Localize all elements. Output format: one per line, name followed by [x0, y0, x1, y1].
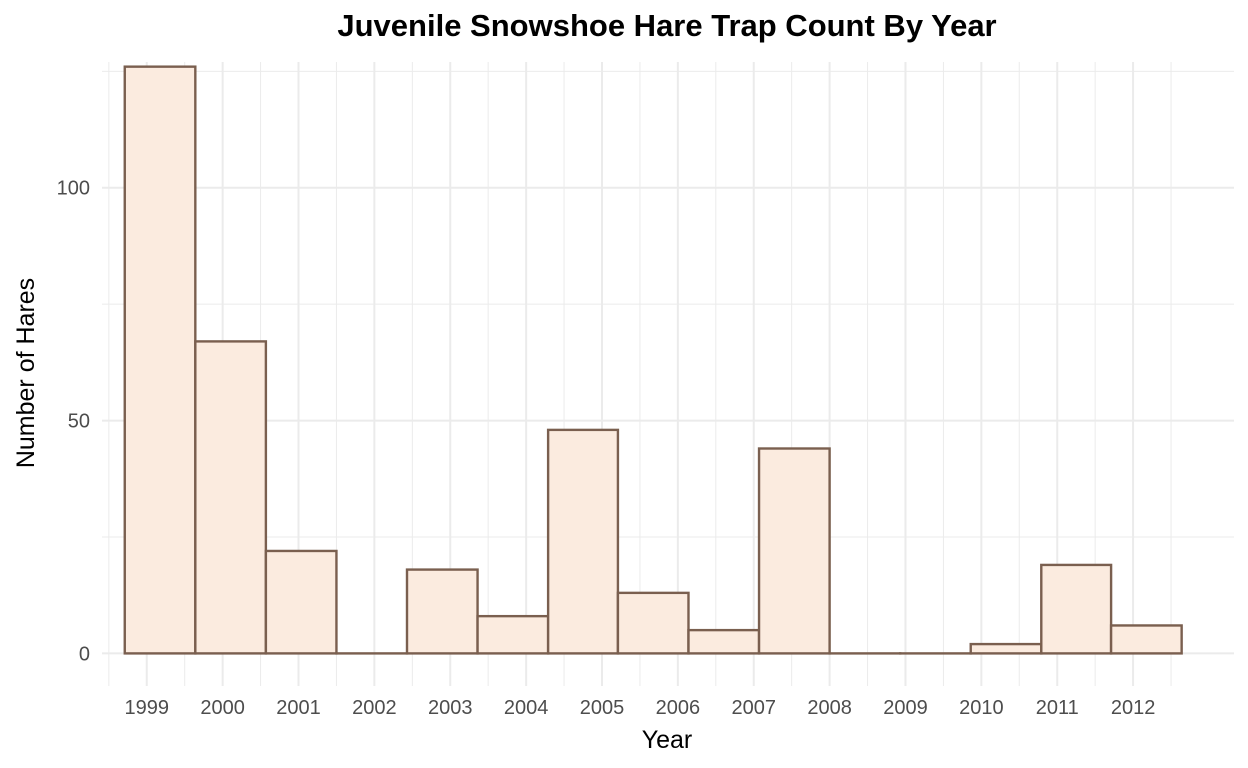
- x-tick-label: 2004: [504, 697, 549, 719]
- x-axis-tick-labels: 1999 2000 2001 2002 2003 2004 2005 2006 2007 2008…: [125, 697, 1156, 719]
- x-tick-label: 2009: [883, 697, 928, 719]
- x-tick-label: 1999: [125, 697, 170, 719]
- y-tick-label: 0: [79, 643, 90, 665]
- x-tick-label: 2003: [428, 697, 473, 719]
- histogram-bar: [264, 549, 338, 655]
- histogram-bars: [123, 65, 1183, 655]
- histogram-bar: [123, 65, 197, 655]
- y-tick-label: 100: [57, 178, 90, 200]
- y-axis-title: Number of Hares: [12, 278, 40, 468]
- histogram-bar: [1109, 624, 1183, 655]
- x-axis-title: Year: [642, 726, 693, 754]
- x-tick-label: 2002: [352, 697, 397, 719]
- histogram-bar: [969, 642, 1043, 655]
- x-tick-label: 2010: [959, 697, 1004, 719]
- x-tick-label: 2000: [200, 697, 245, 719]
- histogram-bar: [405, 568, 479, 655]
- histogram-bar: [194, 340, 268, 655]
- x-tick-label: 2008: [807, 697, 852, 719]
- histogram-bar: [757, 447, 831, 655]
- y-tick-label: 50: [68, 411, 90, 433]
- x-tick-label: 2012: [1111, 697, 1156, 719]
- x-tick-label: 2007: [731, 697, 776, 719]
- histogram-bar: [476, 614, 550, 655]
- x-tick-label: 2001: [276, 697, 321, 719]
- grid-lines: [102, 62, 1234, 686]
- x-tick-label: 2006: [656, 697, 701, 719]
- histogram-bar: [687, 628, 761, 655]
- x-tick-label: 2011: [1036, 697, 1079, 719]
- x-tick-label: 2005: [580, 697, 625, 719]
- y-axis-tick-labels: 0 50 100: [57, 178, 90, 666]
- histogram-bar: [1040, 563, 1113, 655]
- histogram-bar: [546, 428, 620, 655]
- histogram-bar: [616, 591, 690, 655]
- chart-title: Juvenile Snowshoe Hare Trap Count By Yea…: [337, 8, 997, 43]
